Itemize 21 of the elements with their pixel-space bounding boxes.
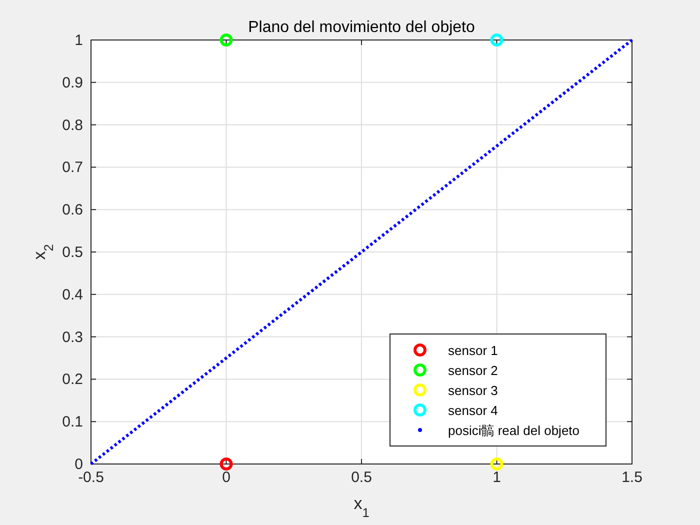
- y-tick-label: 0.2: [62, 371, 83, 388]
- x-tick-label: 0: [222, 469, 230, 486]
- y-tick-label: 0.6: [62, 202, 83, 219]
- y-tick-label: 0.8: [62, 116, 83, 134]
- chart-title: Plano del movimiento del objeto: [248, 19, 475, 36]
- y-tick-label: 0.5: [62, 244, 83, 261]
- legend-label: sensor 2: [448, 363, 498, 378]
- x-tick-label: 1: [492, 469, 501, 486]
- y-tick-label: 0.9: [62, 74, 83, 92]
- legend-label: sensor 1: [448, 343, 498, 358]
- y-tick-label: 0.1: [62, 414, 83, 431]
- x-axis-title: x$_{1}$: [354, 494, 370, 520]
- y-tick-label: 1: [74, 32, 83, 49]
- y-tick-label: 0.3: [62, 328, 83, 346]
- legend-label: posici髇 real del objeto: [448, 423, 580, 438]
- y-tick-label: 0.4: [62, 286, 83, 304]
- x-tick-label: 0.5: [351, 469, 372, 486]
- legend-label: sensor 4: [448, 403, 498, 418]
- x-tick-label: 1.5: [622, 469, 642, 486]
- y-tick-label: 0.7: [62, 159, 83, 176]
- legend-label: sensor 3: [448, 383, 498, 398]
